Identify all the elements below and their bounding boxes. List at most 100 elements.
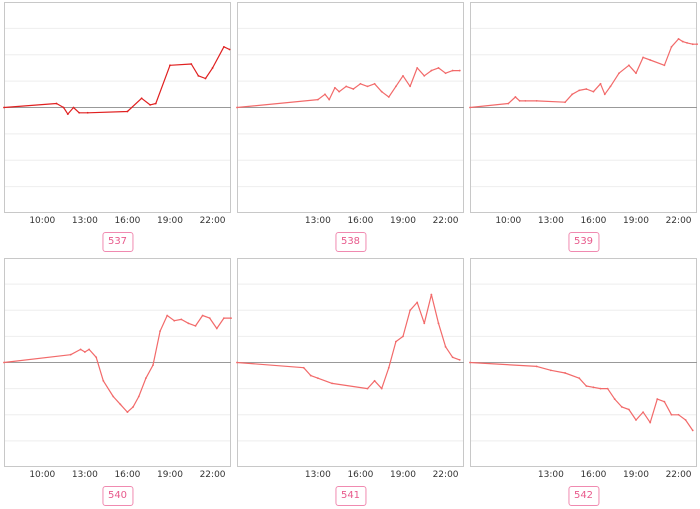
data-point bbox=[236, 361, 238, 364]
data-point bbox=[359, 82, 362, 85]
x-tick-label: 10:00 bbox=[29, 216, 55, 226]
data-point bbox=[564, 101, 566, 104]
data-point bbox=[606, 387, 609, 390]
data-point bbox=[409, 85, 411, 88]
data-point bbox=[635, 72, 637, 75]
chart-id-badge[interactable]: 540 bbox=[101, 486, 134, 506]
data-point bbox=[535, 365, 538, 368]
data-point bbox=[696, 43, 698, 46]
data-point bbox=[677, 413, 680, 416]
data-point bbox=[518, 100, 521, 102]
data-point bbox=[642, 411, 644, 414]
data-point bbox=[88, 348, 91, 351]
data-point bbox=[102, 379, 105, 382]
data-point bbox=[112, 395, 115, 398]
data-point bbox=[230, 317, 232, 319]
data-point bbox=[423, 74, 426, 77]
data-point bbox=[618, 72, 620, 75]
data-point bbox=[620, 406, 623, 408]
x-tick-label: 16:00 bbox=[580, 470, 606, 480]
data-point bbox=[316, 98, 319, 101]
data-point bbox=[613, 398, 616, 400]
series-line bbox=[236, 67, 460, 109]
series-line bbox=[236, 293, 460, 390]
data-point bbox=[437, 322, 440, 325]
data-point bbox=[649, 421, 652, 424]
data-point bbox=[69, 353, 72, 356]
chart-panel-538: 13:00 16:00 19:00 22:00 538 bbox=[236, 2, 464, 253]
data-point bbox=[366, 85, 369, 88]
data-point bbox=[585, 88, 588, 90]
data-point bbox=[154, 102, 157, 105]
data-point bbox=[402, 335, 404, 338]
data-point bbox=[95, 356, 98, 359]
data-point bbox=[328, 98, 331, 101]
x-tick-label: 10:00 bbox=[29, 470, 55, 480]
data-point bbox=[86, 111, 89, 114]
data-point bbox=[55, 102, 58, 105]
data-point bbox=[395, 85, 397, 88]
chart-id-badge[interactable]: 541 bbox=[334, 486, 367, 506]
data-point bbox=[684, 419, 687, 421]
data-point bbox=[223, 317, 225, 319]
data-point bbox=[180, 318, 183, 321]
x-tick-label: 22:00 bbox=[200, 216, 226, 226]
chart-id-badge[interactable]: 539 bbox=[567, 232, 600, 252]
data-point bbox=[83, 351, 86, 353]
data-point bbox=[402, 74, 404, 77]
data-point bbox=[458, 358, 461, 361]
x-tick-label: 19:00 bbox=[157, 470, 183, 480]
data-point bbox=[437, 67, 440, 69]
data-point bbox=[691, 429, 694, 432]
data-point bbox=[681, 40, 684, 43]
data-point bbox=[458, 69, 461, 72]
data-point bbox=[469, 106, 471, 109]
data-point bbox=[387, 96, 390, 98]
data-point bbox=[190, 63, 193, 65]
data-point bbox=[331, 382, 333, 385]
x-tick-label: 22:00 bbox=[666, 470, 692, 480]
data-point bbox=[670, 413, 673, 416]
data-point bbox=[564, 372, 566, 374]
data-point bbox=[208, 317, 211, 319]
series-line bbox=[3, 46, 230, 115]
data-point bbox=[691, 43, 694, 46]
data-point bbox=[169, 64, 171, 67]
x-tick-label: 16:00 bbox=[347, 470, 373, 480]
data-point bbox=[223, 45, 225, 48]
x-tick-label: 16:00 bbox=[347, 216, 373, 226]
data-point bbox=[585, 385, 588, 387]
data-point bbox=[423, 322, 426, 325]
data-point bbox=[628, 64, 630, 67]
data-point bbox=[444, 345, 447, 348]
data-point bbox=[152, 364, 154, 367]
data-point bbox=[187, 322, 190, 325]
data-point bbox=[3, 106, 5, 109]
data-point bbox=[677, 38, 680, 40]
data-point bbox=[656, 398, 659, 400]
chart-id-badge[interactable]: 538 bbox=[334, 232, 367, 252]
data-point bbox=[628, 408, 630, 411]
data-point bbox=[126, 411, 129, 414]
chart-id-badge[interactable]: 542 bbox=[567, 486, 600, 506]
data-point bbox=[228, 48, 231, 51]
chart-id-badge[interactable]: 537 bbox=[101, 232, 134, 252]
data-point bbox=[159, 330, 161, 333]
data-point bbox=[416, 67, 419, 69]
series-line bbox=[469, 38, 697, 109]
data-point bbox=[592, 90, 595, 93]
data-point bbox=[166, 314, 169, 317]
data-point bbox=[333, 86, 336, 89]
x-tick-label: 19:00 bbox=[623, 470, 649, 480]
data-point bbox=[524, 100, 527, 102]
data-point bbox=[380, 90, 383, 93]
data-point bbox=[144, 377, 147, 380]
series-line bbox=[3, 314, 231, 413]
x-tick-label: 22:00 bbox=[433, 216, 459, 226]
data-point bbox=[592, 386, 595, 389]
chart-panel-540: 10:00 13:00 16:00 19:00 22:00 540 bbox=[3, 258, 232, 507]
data-point bbox=[352, 88, 355, 90]
data-point bbox=[430, 293, 433, 296]
data-point bbox=[66, 113, 69, 115]
data-point bbox=[444, 72, 447, 75]
